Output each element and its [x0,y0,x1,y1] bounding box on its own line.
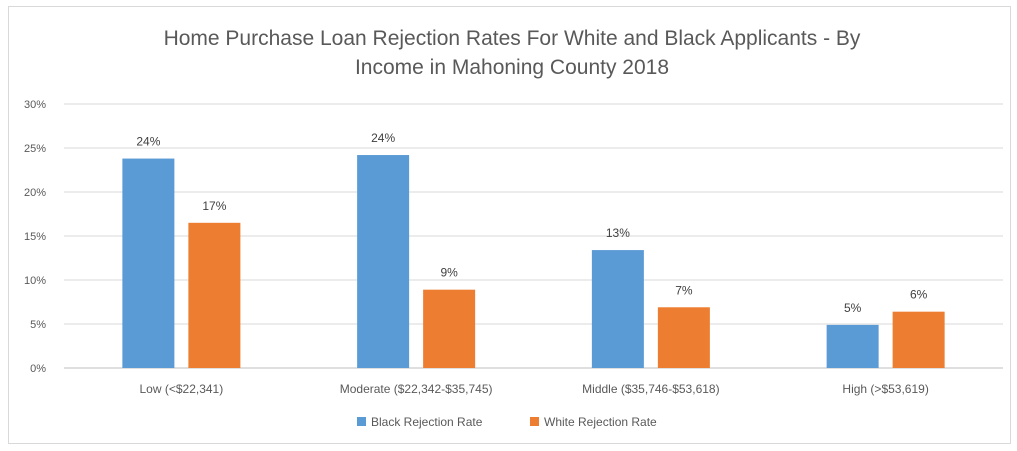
chart-title-line-2: Income in Mahoning County 2018 [355,56,669,79]
bar-white-rejection-rate [423,289,476,368]
data-labels: 24% 17% 24% 9% 13% 7% 5% 6% [136,131,927,315]
y-tick-label: 30% [24,99,46,111]
data-label: 17% [202,199,226,213]
legend-swatch [530,417,539,426]
category-label: Moderate ($22,342-$35,745) [340,382,493,396]
bar-black-rejection-rate [357,155,410,368]
data-label: 6% [910,288,928,302]
chart-frame [8,6,1011,444]
legend: Black Rejection Rate White Rejection Rate [357,415,657,429]
y-tick-label: 0% [30,363,46,375]
y-tick-label: 10% [24,275,46,287]
bar-black-rejection-rate [591,250,644,368]
bar-black-rejection-rate [826,324,879,368]
data-label: 5% [844,301,862,315]
data-label: 24% [136,135,160,149]
bar-black-rejection-rate [122,158,175,368]
chart-title-line-1: Home Purchase Loan Rejection Rates For W… [164,27,861,50]
y-tick-label: 5% [30,319,46,331]
legend-label: Black Rejection Rate [371,415,483,429]
data-label: 9% [440,266,458,280]
y-tick-label: 20% [24,187,46,199]
category-label: Middle ($35,746-$53,618) [582,382,719,396]
y-tick-label: 25% [24,143,46,155]
category-label: High (>$53,619) [842,382,928,396]
y-axis-ticks: 0% 5% 10% 15% 20% 25% 30% [24,99,46,375]
data-label: 7% [675,283,693,297]
chart-title: Home Purchase Loan Rejection Rates For W… [164,27,861,79]
bar-white-rejection-rate [657,307,710,368]
x-axis-categories: Low (<$22,341) Moderate ($22,342-$35,745)… [140,382,929,396]
data-label: 24% [371,131,395,145]
data-label: 13% [606,226,630,240]
bar-white-rejection-rate [892,311,945,368]
y-tick-label: 15% [24,231,46,243]
bars [122,155,945,368]
legend-label: White Rejection Rate [544,415,657,429]
legend-swatch [357,417,366,426]
bar-white-rejection-rate [188,222,241,368]
category-label: Low (<$22,341) [140,382,224,396]
